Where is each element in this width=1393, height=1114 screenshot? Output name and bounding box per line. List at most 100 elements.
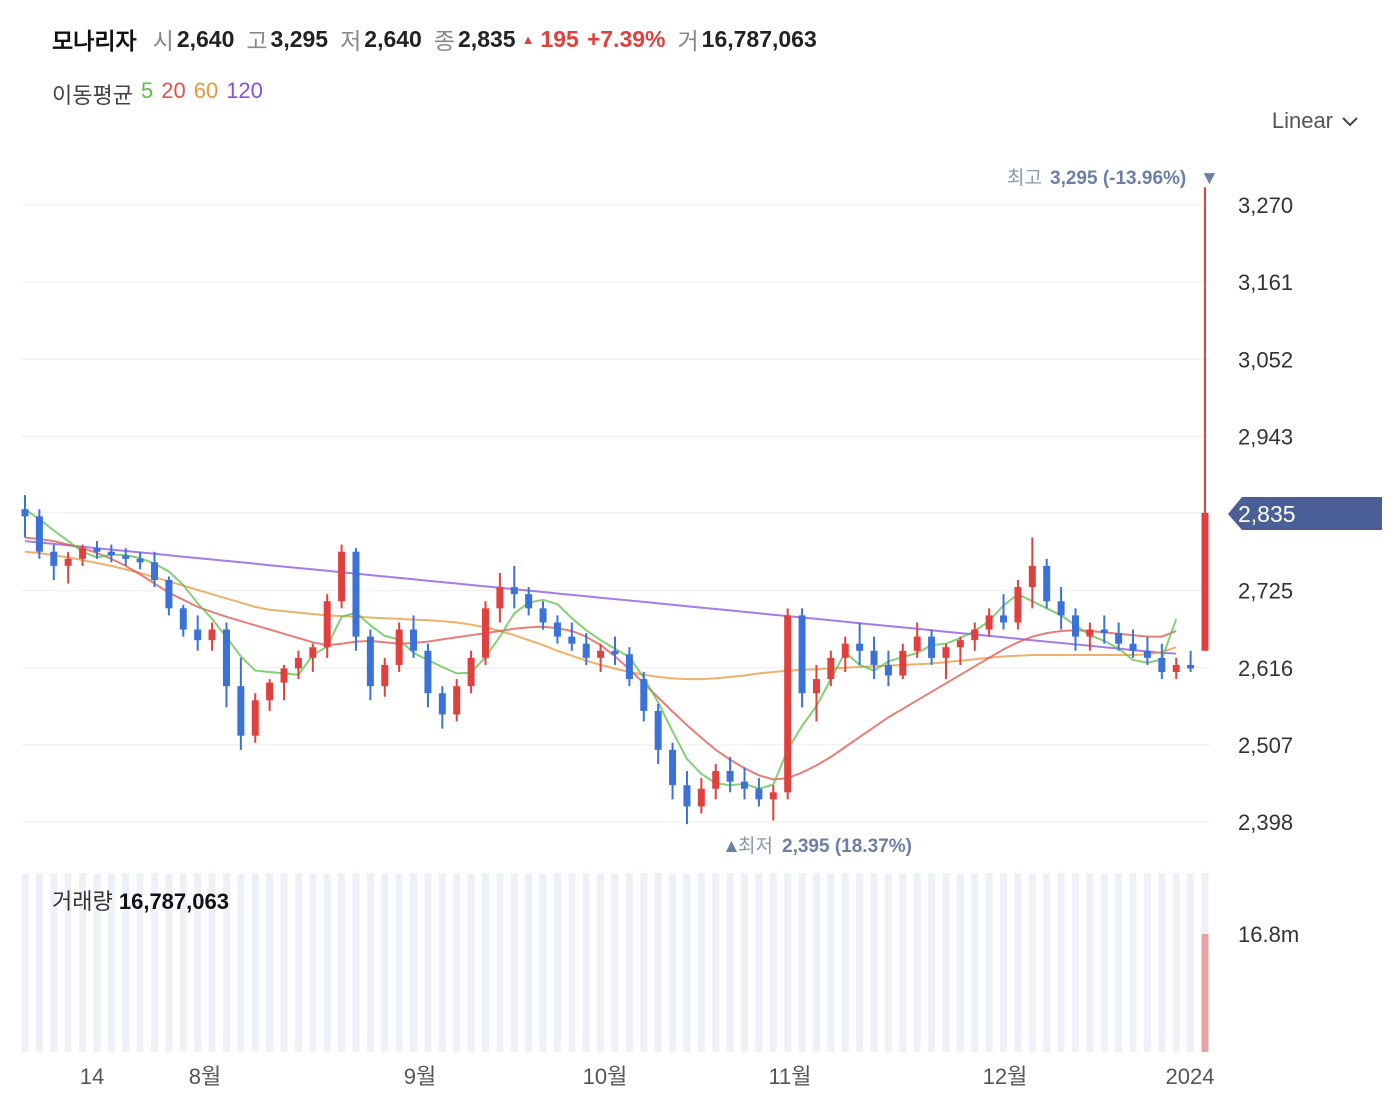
- volume-bar-bg: [1129, 873, 1137, 1052]
- moving-average-legend: 이동평균 5 20 60 120: [52, 78, 263, 110]
- last-price-tag: 2,835: [1228, 497, 1382, 530]
- candle-body: [453, 686, 461, 715]
- candle-body: [107, 551, 115, 556]
- volume-bar-bg: [208, 873, 216, 1052]
- candle-body: [525, 594, 533, 609]
- change-value: 195: [540, 25, 579, 52]
- volume-title: 거래량: [52, 889, 113, 914]
- volume-bar-bg: [352, 873, 360, 1052]
- candle-body: [539, 608, 547, 623]
- volume-bar-bg: [179, 873, 187, 1052]
- y-tick-label: 2,616: [1238, 656, 1293, 681]
- volume-bar-bg: [1071, 873, 1079, 1052]
- volume-label: 거: [677, 28, 699, 54]
- volume-bar-bg: [410, 873, 418, 1052]
- candle-body: [1129, 643, 1137, 651]
- volume-bar-bg: [956, 873, 964, 1052]
- volume-bar-bg: [913, 873, 921, 1052]
- volume-bar-bg: [481, 873, 489, 1052]
- x-tick-label: 9월: [404, 1064, 436, 1089]
- volume-bar-bg: [1100, 873, 1108, 1052]
- volume-bar-bg: [812, 873, 820, 1052]
- candle-body: [669, 749, 677, 786]
- ma-5[interactable]: 5: [140, 78, 154, 103]
- volume-bar-bg: [222, 873, 230, 1052]
- candle-body: [352, 551, 360, 637]
- candle-body: [21, 509, 29, 517]
- volume-bar-bg: [784, 873, 792, 1052]
- volume-bar-bg: [985, 873, 993, 1052]
- candle-body: [985, 615, 993, 630]
- candle-body: [208, 629, 216, 641]
- close-label: 종: [433, 28, 456, 54]
- candle-body: [395, 629, 403, 665]
- candle-body: [151, 562, 159, 581]
- ma-line-5: [24, 508, 1178, 790]
- candle-body: [769, 792, 777, 800]
- candle-body: [280, 668, 288, 683]
- volume-bar-bg: [597, 873, 605, 1052]
- x-tick-label: 2024: [1166, 1064, 1215, 1089]
- volume-bar-bg: [870, 873, 878, 1052]
- volume-bar-bg: [683, 873, 691, 1052]
- volume-bar-bg: [79, 873, 87, 1052]
- ma-legend-label[interactable]: 이동평균: [52, 83, 133, 108]
- candle-body: [1115, 633, 1123, 644]
- candle-body: [640, 679, 648, 711]
- volume-bar-bg: [971, 873, 979, 1052]
- volume-bar-bg: [280, 873, 288, 1052]
- volume-bar-bg: [50, 873, 58, 1052]
- volume-bar-bg: [309, 873, 317, 1052]
- scale-dropdown[interactable]: Linear: [1272, 108, 1359, 134]
- scale-value: Linear: [1271, 108, 1333, 133]
- candle-body: [1201, 512, 1209, 651]
- candle-body: [582, 643, 590, 658]
- volume-bar-bg: [251, 873, 259, 1052]
- volume-bar-bg: [741, 873, 749, 1052]
- volume-value: 16,787,063: [701, 25, 817, 52]
- ma-20[interactable]: 20: [161, 78, 186, 103]
- candle-body: [1071, 615, 1079, 637]
- candle-body: [798, 615, 806, 694]
- volume-bar-bg: [1014, 873, 1022, 1052]
- candle-body: [35, 516, 43, 552]
- x-tick-label: 11월: [768, 1064, 811, 1089]
- volume-bar: [1201, 934, 1209, 1052]
- ma-120[interactable]: 120: [226, 78, 263, 103]
- candle-body: [956, 640, 964, 648]
- volume-bar-bg: [381, 873, 389, 1052]
- volume-bar-bg: [338, 873, 346, 1052]
- candle-body: [309, 647, 317, 658]
- candle-body: [971, 629, 979, 641]
- candle-body: [1057, 601, 1065, 616]
- volume-bar-bg: [1172, 873, 1180, 1052]
- candle-body: [1086, 629, 1094, 637]
- ma-60[interactable]: 60: [193, 78, 219, 103]
- volume-bar-bg: [21, 873, 29, 1052]
- candle-body: [697, 788, 705, 807]
- candle-body: [122, 555, 130, 559]
- volume-bar-bg: [496, 873, 504, 1052]
- volume-bar-bg: [366, 873, 374, 1052]
- candle-body: [913, 636, 921, 651]
- volume-axis-tick: 16.8m: [1238, 922, 1299, 947]
- high-annotation-label: 최고: [1007, 167, 1042, 189]
- volume-bar-bg: [122, 873, 130, 1052]
- candle-body: [712, 771, 720, 789]
- candle-body: [1158, 657, 1166, 672]
- volume-bar-bg: [553, 873, 561, 1052]
- y-tick-label: 2,725: [1238, 579, 1293, 604]
- volume-bar-bg: [93, 873, 101, 1052]
- volume-bar-bg: [539, 873, 547, 1052]
- volume-total: 16,787,063: [118, 889, 229, 914]
- volume-bar-bg: [165, 873, 173, 1052]
- low-marker-icon: ▲: [722, 836, 741, 857]
- volume-bar-bg: [769, 873, 777, 1052]
- candle-body: [266, 682, 274, 701]
- volume-bar-bg: [669, 873, 677, 1052]
- volume-bar-bg: [582, 873, 590, 1052]
- volume-panel-label: 거래량 16,787,063: [52, 884, 229, 916]
- candle-body: [294, 657, 302, 669]
- volume-bar-bg: [611, 873, 619, 1052]
